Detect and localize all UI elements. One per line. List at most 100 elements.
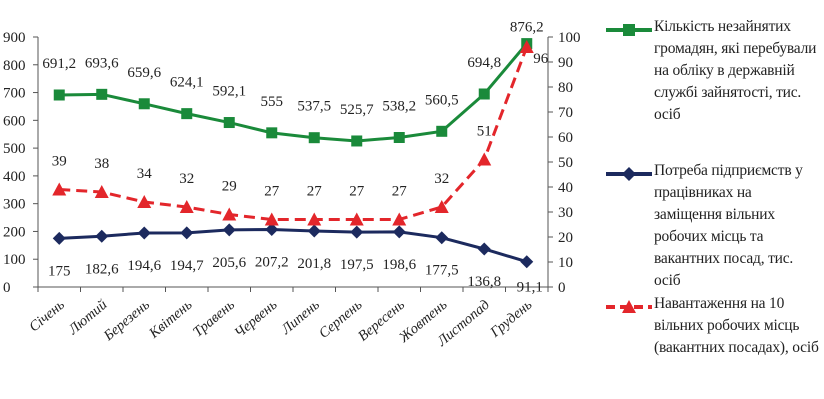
data-label-load: 32 [179, 171, 194, 187]
square-marker [266, 127, 278, 139]
data-label-demand: 205,6 [212, 255, 246, 271]
legend-item-demand: Потреба підприємств у працівниках на зам… [604, 160, 822, 292]
x-tick-label: Грудень [487, 297, 536, 342]
y-left-tick-label: 900 [3, 30, 26, 46]
x-tick-label: Червень [232, 297, 281, 342]
data-label-unemployed: 693,6 [85, 55, 119, 71]
y-left-tick-label: 200 [3, 224, 26, 240]
legend-swatch-demand [606, 167, 652, 181]
y-left-tick-label: 700 [3, 86, 26, 102]
y-right-tick-label: 40 [558, 180, 573, 196]
y-right-tick-label: 20 [558, 230, 573, 246]
data-label-load: 27 [264, 184, 280, 200]
triangle-marker [349, 212, 364, 226]
triangle-marker [222, 207, 237, 221]
y-left-tick-label: 300 [3, 197, 26, 213]
diamond-marker [350, 225, 364, 239]
data-label-unemployed: 537,5 [297, 99, 331, 115]
diamond-marker [477, 242, 491, 256]
data-label-load: 32 [434, 171, 449, 187]
y-left-tick-label: 800 [3, 58, 26, 74]
triangle-marker [94, 185, 109, 198]
data-label-unemployed: 624,1 [170, 75, 204, 91]
square-marker [393, 132, 405, 143]
y-right-tick-label: 0 [558, 280, 566, 296]
square-marker [53, 89, 65, 101]
triangle-marker [52, 182, 67, 196]
y-left-tick-label: 100 [3, 252, 26, 268]
x-tick-label: Липень [278, 297, 323, 339]
triangle-marker [307, 212, 322, 226]
legend-label-unemployed: Кількість незайнятих громадян, які переб… [654, 18, 817, 123]
data-label-load: 27 [307, 184, 323, 200]
square-marker [478, 88, 490, 100]
data-label-demand: 198,6 [382, 257, 416, 273]
y-right-tick-label: 60 [558, 130, 573, 146]
y-left-tick-label: 500 [3, 141, 26, 157]
data-label-unemployed: 691,2 [42, 56, 76, 72]
legend-label-demand: Потреба підприємств у працівниках на зам… [654, 162, 803, 289]
series-line-0 [59, 42, 528, 143]
y-right-tick-label: 100 [558, 30, 581, 46]
data-label-load: 34 [137, 166, 153, 182]
data-label-demand: 207,2 [255, 254, 289, 270]
data-label-unemployed: 876,2 [510, 20, 544, 36]
triangle-marker [477, 152, 492, 166]
triangle-marker [137, 195, 152, 208]
triangle-marker [392, 212, 407, 226]
chart: 0 100 200 300 400 500 600 700 800 900 0 10 20 30 40 50 6… [3, 20, 581, 351]
square-marker [308, 132, 320, 144]
x-tick-label: Березень [100, 297, 153, 345]
data-label-demand: 182,6 [85, 261, 119, 277]
data-label-demand: 91,1 [517, 280, 543, 296]
diamond-marker [307, 224, 321, 238]
data-label-load: 38 [94, 156, 109, 172]
y-left-tick-label: 0 [3, 280, 11, 296]
square-marker [351, 135, 363, 147]
data-label-demand: 201,8 [297, 256, 331, 272]
y-left-tick-label: 400 [3, 169, 26, 185]
data-label-demand: 177,5 [425, 263, 459, 279]
data-label-unemployed: 538,2 [382, 99, 416, 115]
data-label-load: 29 [222, 179, 237, 195]
square-marker [181, 108, 193, 120]
triangle-marker [519, 40, 534, 53]
legend-swatch-unemployed [606, 24, 652, 36]
data-label-unemployed: 560,5 [425, 92, 459, 108]
series-line-2 [59, 46, 529, 221]
square-marker [223, 117, 235, 129]
data-label-unemployed: 592,1 [212, 84, 246, 100]
data-label-demand: 197,5 [340, 257, 374, 273]
diamond-marker [392, 225, 406, 239]
square-marker [436, 125, 448, 137]
data-label-demand: 194,6 [127, 258, 161, 274]
x-tick-label: Січень [26, 297, 68, 336]
data-label-unemployed: 555 [261, 94, 284, 110]
legend-item-unemployed: Кількість незайнятих громадян, які переб… [604, 16, 822, 126]
y-right-tick-label: 10 [558, 255, 573, 271]
square-marker [96, 88, 108, 100]
data-label-unemployed: 694,8 [467, 55, 501, 71]
data-label-demand: 194,7 [170, 258, 204, 274]
triangle-marker [264, 212, 279, 226]
y-left-tick-label: 600 [3, 113, 26, 129]
diamond-marker [435, 231, 449, 245]
triangle-marker [179, 200, 194, 213]
data-label-load: 27 [392, 184, 408, 200]
diamond-marker [265, 222, 279, 236]
x-tick-label: Травень [190, 297, 238, 341]
x-tick-label: Квітень [145, 297, 195, 343]
y-right-tick-label: 50 [558, 155, 573, 171]
diamond-marker [95, 229, 109, 243]
data-label-demand: 136,8 [467, 274, 501, 290]
square-marker [138, 98, 150, 110]
data-label-load: 96 [533, 51, 549, 67]
diamond-marker [137, 226, 151, 240]
data-label-demand: 175 [48, 263, 71, 279]
y-right-tick-label: 90 [558, 55, 573, 71]
triangle-marker [434, 200, 449, 213]
data-label-load: 27 [349, 184, 365, 200]
data-label-unemployed: 659,6 [127, 65, 161, 81]
legend-swatch-load [606, 300, 652, 313]
data-label-load: 39 [52, 154, 67, 170]
